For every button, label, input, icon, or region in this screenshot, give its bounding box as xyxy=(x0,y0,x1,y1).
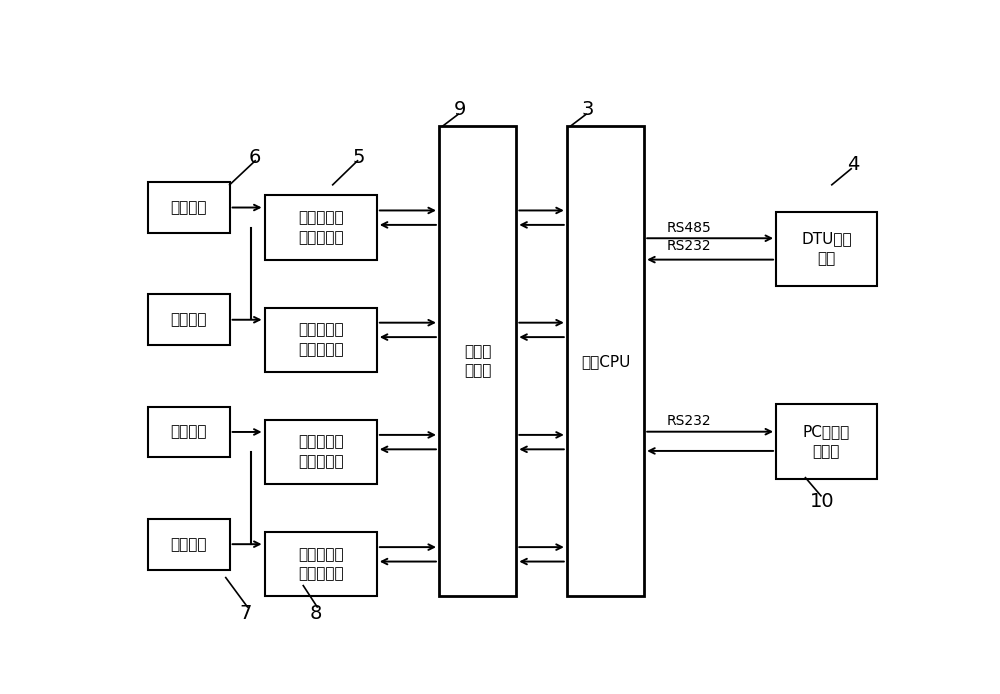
Text: 信号隔
离电路: 信号隔 离电路 xyxy=(464,344,491,378)
Bar xyxy=(776,404,877,479)
Bar xyxy=(264,196,377,260)
Text: PC人机交
互模块: PC人机交 互模块 xyxy=(803,424,850,459)
Bar xyxy=(264,420,377,484)
Text: 4: 4 xyxy=(847,155,860,174)
Text: 采样CPU: 采样CPU xyxy=(581,354,630,369)
Bar xyxy=(776,212,877,287)
Bar xyxy=(567,126,644,596)
Text: 直流电流: 直流电流 xyxy=(171,312,207,328)
Bar xyxy=(148,407,230,457)
Bar xyxy=(148,519,230,570)
Text: 7: 7 xyxy=(239,604,251,623)
Text: 3: 3 xyxy=(581,101,594,119)
Text: 5: 5 xyxy=(353,148,365,167)
Text: 交流电流: 交流电流 xyxy=(171,536,207,552)
Text: 直流电压信
号取样电路: 直流电压信 号取样电路 xyxy=(298,210,344,245)
Bar xyxy=(439,126,516,596)
Text: 直流电压: 直流电压 xyxy=(171,200,207,215)
Text: 6: 6 xyxy=(249,148,261,167)
Bar xyxy=(264,532,377,596)
Text: RS485
RS232: RS485 RS232 xyxy=(667,221,712,253)
Text: DTU通信
模块: DTU通信 模块 xyxy=(801,232,852,266)
Text: 直流电流信
号取样电路: 直流电流信 号取样电路 xyxy=(298,323,344,357)
Text: 8: 8 xyxy=(309,604,322,623)
Text: 交流电压信
号取样电路: 交流电压信 号取样电路 xyxy=(298,434,344,469)
Bar xyxy=(148,182,230,233)
Text: 10: 10 xyxy=(810,491,835,511)
Bar xyxy=(264,307,377,372)
Text: RS232: RS232 xyxy=(667,414,712,428)
Text: 交流电流信
号取样电路: 交流电流信 号取样电路 xyxy=(298,547,344,582)
Text: 9: 9 xyxy=(454,101,466,119)
Bar xyxy=(148,294,230,345)
Text: 交流电压: 交流电压 xyxy=(171,425,207,439)
